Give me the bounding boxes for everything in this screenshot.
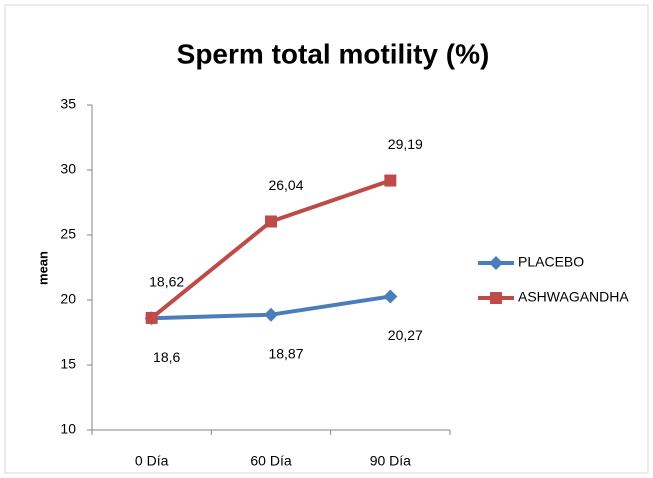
marker bbox=[384, 174, 397, 187]
y-tick-label: 15 bbox=[60, 356, 76, 372]
chart-frame bbox=[4, 4, 649, 474]
y-tick-label: 30 bbox=[60, 161, 76, 177]
marker bbox=[265, 215, 277, 228]
data-label: 18,62 bbox=[149, 274, 184, 290]
legend-label: PLACEBO bbox=[518, 254, 584, 270]
chart-title: Sperm total motility (%) bbox=[177, 38, 490, 69]
marker bbox=[264, 307, 278, 322]
y-tick-label: 35 bbox=[60, 96, 76, 112]
data-label: 26,04 bbox=[268, 177, 303, 193]
x-tick-label: 0 Día bbox=[135, 453, 169, 469]
data-label: 29,19 bbox=[388, 136, 423, 152]
y-tick-label: 25 bbox=[60, 226, 76, 242]
marker bbox=[383, 289, 398, 304]
data-label: 18,6 bbox=[153, 349, 180, 365]
y-axis-label: mean bbox=[35, 251, 50, 285]
x-tick-label: 60 Día bbox=[250, 453, 291, 469]
marker bbox=[489, 256, 503, 270]
x-tick-label: 90 Día bbox=[370, 453, 411, 469]
y-tick-label: 20 bbox=[60, 291, 76, 307]
marker bbox=[490, 292, 502, 304]
data-label: 18,87 bbox=[268, 345, 303, 361]
marker bbox=[145, 311, 158, 324]
y-tick-label: 10 bbox=[60, 421, 76, 437]
legend-label: ASHWAGANDHA bbox=[518, 289, 629, 305]
data-label: 20,27 bbox=[388, 327, 423, 343]
